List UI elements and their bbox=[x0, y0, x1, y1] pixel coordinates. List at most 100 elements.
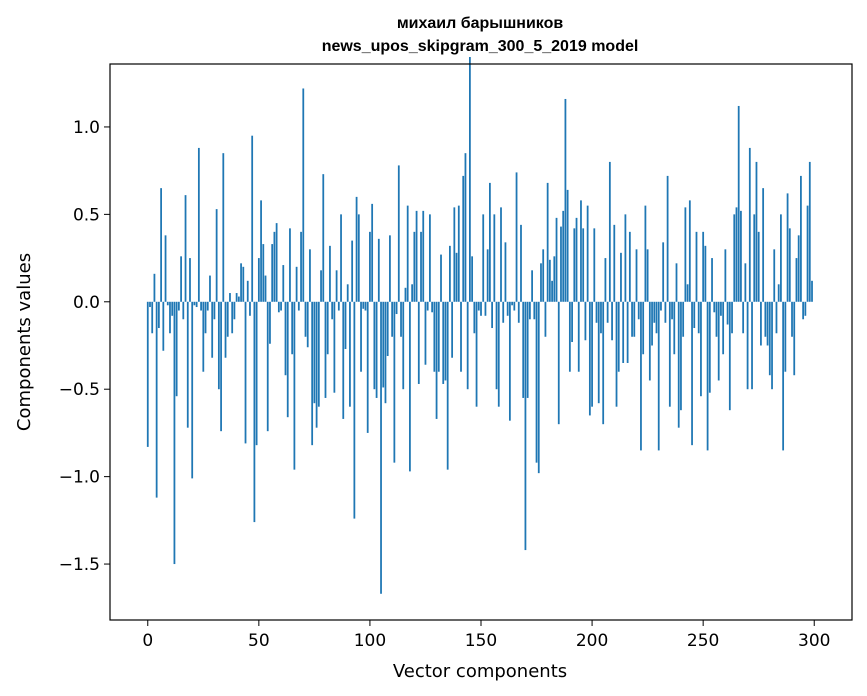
bar-178 bbox=[542, 249, 545, 302]
bar-87 bbox=[340, 214, 342, 302]
bar-187 bbox=[562, 210, 565, 302]
bar-218 bbox=[631, 301, 633, 337]
bar-121 bbox=[415, 210, 418, 302]
bar-107 bbox=[384, 301, 387, 404]
bar-34 bbox=[222, 153, 225, 302]
bar-135 bbox=[446, 301, 449, 470]
bar-265 bbox=[735, 207, 738, 302]
bar-292 bbox=[795, 258, 798, 302]
bar-289 bbox=[788, 228, 791, 302]
bar-166 bbox=[515, 172, 518, 302]
bar-173 bbox=[531, 270, 533, 302]
bar-39 bbox=[233, 301, 236, 320]
bar-277 bbox=[762, 188, 765, 302]
bar-236 bbox=[671, 301, 673, 320]
bar-130 bbox=[435, 301, 438, 419]
bar-294 bbox=[800, 175, 802, 302]
bar-88 bbox=[342, 301, 345, 419]
bar-185 bbox=[557, 301, 560, 425]
bar-160 bbox=[502, 301, 505, 323]
bar-211 bbox=[615, 301, 618, 407]
bar-217 bbox=[628, 231, 631, 302]
bar-82 bbox=[329, 245, 331, 302]
bar-183 bbox=[553, 256, 556, 302]
bar-61 bbox=[282, 265, 285, 302]
bar-144 bbox=[466, 301, 469, 390]
bar-224 bbox=[644, 205, 647, 302]
bar-204 bbox=[600, 301, 602, 334]
bar-287 bbox=[784, 301, 787, 372]
bar-99 bbox=[366, 301, 369, 433]
bar-214 bbox=[622, 301, 625, 363]
bar-36 bbox=[226, 301, 229, 337]
bar-78 bbox=[320, 270, 322, 302]
bar-262 bbox=[728, 301, 731, 411]
bar-138 bbox=[453, 207, 456, 302]
bar-136 bbox=[449, 245, 451, 302]
bar-104 bbox=[377, 238, 380, 302]
bar-234 bbox=[666, 175, 669, 302]
bar-142 bbox=[462, 175, 465, 302]
bar-69 bbox=[300, 231, 302, 302]
bar-25 bbox=[202, 301, 205, 372]
bar-79 bbox=[322, 174, 325, 302]
bar-232 bbox=[662, 242, 665, 302]
bar-76 bbox=[315, 301, 318, 428]
bar-series bbox=[146, 57, 813, 594]
bar-150 bbox=[480, 301, 482, 316]
bar-172 bbox=[528, 301, 531, 320]
bar-110 bbox=[391, 301, 394, 337]
bar-229 bbox=[655, 301, 658, 334]
bar-27 bbox=[206, 301, 209, 311]
x-tick-label: 250 bbox=[687, 631, 719, 651]
x-tick-label: 100 bbox=[354, 631, 386, 651]
bar-243 bbox=[686, 284, 689, 302]
bar-203 bbox=[597, 301, 600, 404]
bar-131 bbox=[437, 301, 440, 372]
bar-190 bbox=[568, 301, 571, 372]
bar-239 bbox=[677, 301, 680, 428]
bar-280 bbox=[768, 301, 771, 376]
bar-132 bbox=[440, 254, 442, 302]
bar-202 bbox=[595, 301, 598, 323]
bar-20 bbox=[191, 301, 194, 479]
bar-231 bbox=[660, 301, 662, 311]
y-tick-label: −1.0 bbox=[59, 468, 100, 488]
bar-221 bbox=[637, 301, 640, 320]
bar-162 bbox=[506, 301, 509, 316]
plot-frame bbox=[109, 63, 853, 621]
bar-209 bbox=[611, 301, 613, 341]
x-tick-label: 0 bbox=[142, 631, 153, 651]
bar-118 bbox=[409, 301, 411, 472]
bar-120 bbox=[413, 231, 416, 302]
bar-21 bbox=[193, 301, 196, 306]
bar-269 bbox=[744, 263, 747, 302]
bar-285 bbox=[780, 214, 782, 302]
bar-84 bbox=[333, 301, 336, 393]
bar-113 bbox=[397, 165, 400, 302]
bar-205 bbox=[602, 301, 605, 425]
bar-199 bbox=[588, 301, 591, 416]
bar-170 bbox=[524, 301, 527, 551]
bar-60 bbox=[280, 301, 282, 311]
bar-30 bbox=[213, 301, 216, 320]
bar-8 bbox=[164, 235, 167, 302]
bar-139 bbox=[455, 252, 458, 302]
bar-293 bbox=[797, 235, 800, 302]
bar-220 bbox=[635, 249, 638, 302]
bar-158 bbox=[497, 301, 500, 407]
bar-67 bbox=[295, 266, 298, 302]
bar-267 bbox=[740, 210, 742, 302]
bar-1 bbox=[149, 301, 151, 308]
bar-145 bbox=[469, 57, 471, 302]
bar-230 bbox=[657, 301, 660, 451]
bar-266 bbox=[737, 105, 740, 302]
bar-92 bbox=[351, 240, 354, 302]
bar-85 bbox=[335, 270, 338, 302]
bar-176 bbox=[537, 301, 540, 474]
bar-31 bbox=[215, 209, 218, 302]
bar-46 bbox=[249, 301, 251, 316]
bar-93 bbox=[353, 301, 356, 519]
bar-103 bbox=[375, 301, 378, 398]
bar-242 bbox=[684, 207, 687, 302]
